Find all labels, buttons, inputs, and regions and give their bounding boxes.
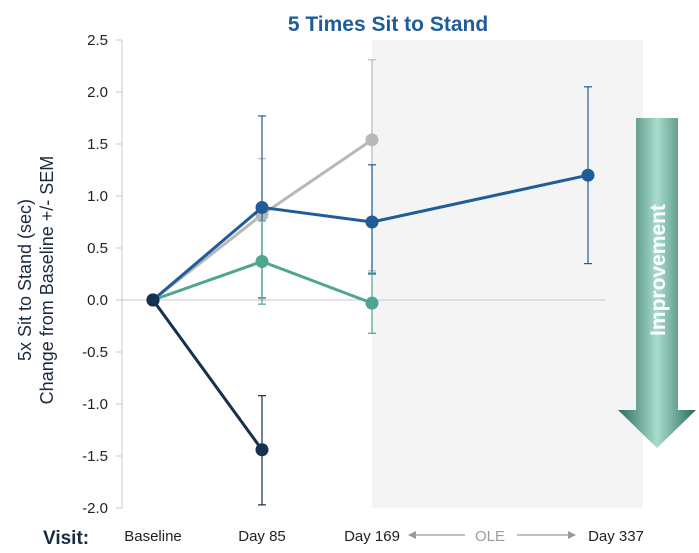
ole-arrow-right-head (568, 531, 576, 539)
x-ticks: Baseline Day 85 Day 169 Day 337 (124, 528, 644, 545)
y-tick-label: -2.0 (82, 500, 108, 517)
x-tick-label: Day 337 (588, 528, 644, 545)
plot-area (146, 59, 595, 506)
y-axis-label-line1: 5x Sit to Stand (sec) (15, 199, 35, 361)
series (146, 293, 269, 506)
y-tick-label: -1.5 (82, 448, 108, 465)
y-tick-label: 0.5 (87, 240, 108, 257)
y-tick-label: 0.0 (87, 292, 108, 309)
ole-shaded-region (372, 40, 643, 508)
y-tick-label: 2.5 (87, 32, 108, 49)
improvement-label: Improvement (647, 204, 670, 336)
x-tick-label: Baseline (124, 528, 182, 545)
y-ticks: 2.5 2.0 1.5 1.0 0.5 0.0 -0.5 -1.0 -1.5 -2.0 (82, 32, 122, 517)
y-tick-label: -1.0 (82, 396, 108, 413)
data-point (255, 255, 269, 269)
ole-label: OLE (475, 528, 505, 545)
y-tick-label: 1.5 (87, 136, 108, 153)
x-tick-label: Day 169 (344, 528, 400, 545)
x-tick-label: Day 85 (238, 528, 286, 545)
data-point (255, 443, 269, 457)
chart-title: 5 Times Sit to Stand (288, 13, 488, 36)
y-axis-label: 5x Sit to Stand (sec) Change from Baseli… (15, 156, 57, 405)
data-point (365, 296, 379, 310)
data-point (365, 133, 379, 147)
data-point (255, 200, 269, 214)
series-line (152, 173, 589, 302)
data-point (365, 215, 379, 229)
improvement-arrow (618, 118, 696, 448)
baseline-point (146, 293, 160, 307)
ole-arrow-left-head (408, 531, 416, 539)
series-line (151, 299, 264, 451)
y-axis-label-line2: Change from Baseline +/- SEM (37, 156, 57, 405)
y-tick-label: 2.0 (87, 84, 108, 101)
y-tick-label: 1.0 (87, 188, 108, 205)
y-tick-label: -0.5 (82, 344, 108, 361)
data-point (581, 168, 595, 182)
x-axis-label: Visit: (43, 528, 89, 549)
